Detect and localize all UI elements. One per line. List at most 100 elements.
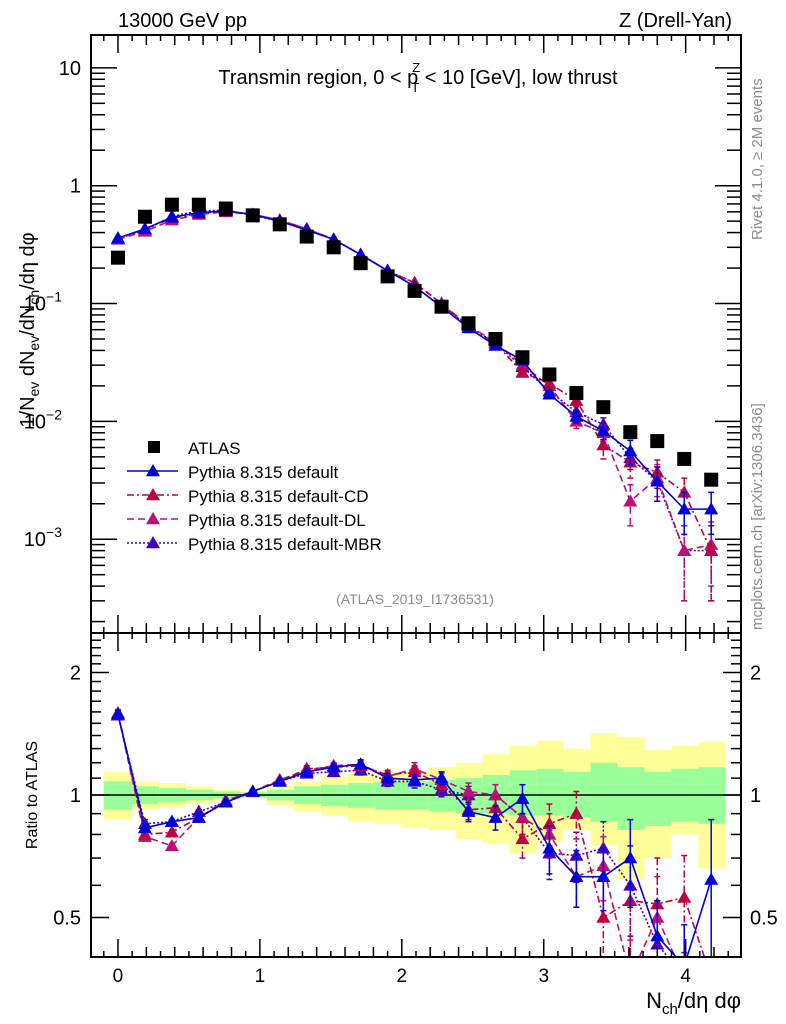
x-tick-label: 2 [397,966,408,987]
svg-text:1/Nev dNev/dNch/dη dφ: 1/Nev dNev/dNch/dη dφ [17,232,42,427]
data-point [596,869,611,882]
rivet-version-label: Rivet 4.1.0, ≥ 2M events [749,78,766,240]
data-point [326,240,341,255]
legend-marker [146,488,160,501]
data-point [488,788,503,801]
data-point [272,774,287,787]
data-point [164,825,179,838]
data-point [515,791,530,804]
data-point [542,376,557,389]
band-inner [644,771,672,826]
data-point [488,332,503,347]
data-point [218,795,233,808]
mcplots-label: mcplots.cern.ch [arXiv:1306.3436] [749,403,766,630]
data-point [596,400,611,415]
data-point [596,423,611,437]
y-tick-label: 10 [59,58,81,80]
legend-entry: Pythia 8.315 default-DL [127,511,366,530]
legend-label: Pythia 8.315 default-CD [188,487,369,506]
analysis-tag: (ATLAS_2019_I1736531) [336,591,494,607]
data-point [164,210,179,223]
data-point [596,841,611,854]
data-point [434,771,449,784]
data-point [326,760,341,773]
legend-marker [146,512,160,525]
axes: 0 1 2 3 4 10 1 10−1 10−2 10−3 2 2 1 1 0.5 0.5 [24,34,778,987]
data-point [650,929,665,942]
data-point [569,869,584,882]
title-post: < 10 [GeV], low thrust [419,67,618,89]
y-tick-label: 10−2 [24,406,62,433]
ratio-panel-series [110,706,719,957]
data-point [299,764,314,778]
data-point [110,707,125,720]
data-point [218,201,233,216]
data-point [245,208,260,223]
data-point [191,205,206,218]
data-point [515,810,530,823]
ratio-y-tick-label-left: 2 [70,662,81,684]
data-point [623,444,638,457]
data-point [137,221,152,235]
series-atlas [110,197,719,487]
data-point [191,810,206,823]
data-point [515,831,530,845]
ratio-y-tick-label-right: 0.5 [750,908,778,930]
ratio-y-tick-label-left: 1 [70,785,81,807]
legend-marker [146,536,160,549]
data-point [407,772,422,786]
data-point [596,910,611,923]
data-point [515,365,530,378]
data-point [677,451,692,466]
data-point [164,814,179,827]
data-point [488,810,503,823]
legend-entry: Pythia 8.315 default-MBR [127,535,382,554]
data-point [137,209,152,224]
y-tick-label: 10−3 [24,524,62,551]
data-point [299,229,314,244]
data-point [353,256,368,271]
x-tick-label: 4 [680,966,691,987]
data-point [191,197,206,212]
x-tick-label: 0 [113,966,124,987]
data-point [677,543,692,556]
band-inner [590,762,618,822]
data-point [542,816,557,829]
ratio-uncertainty-bands [91,733,741,880]
legend-entry: ATLAS [148,439,241,458]
legend-label: Pythia 8.315 default [188,463,339,482]
legend-entry: Pythia 8.315 default-CD [127,487,369,506]
plot-title: Transmin region, 0 < pZ T < 10 [GeV], low… [218,60,618,95]
x-axis-label: Nch/dη dφ [646,988,741,1018]
data-point [677,890,692,903]
data-point [677,485,692,498]
data-point [353,757,368,770]
y-tick-label: 10−1 [24,289,62,316]
y-tick-label: 1 [70,176,81,198]
data-point [569,386,584,401]
ratio-y-axis-label: Ratio to ATLAS [24,741,41,849]
data-point [542,841,557,854]
ratio-y-tick-label-left: 0.5 [53,908,81,930]
data-point [407,283,422,298]
x-tick-label: 3 [538,966,549,987]
data-point [704,543,719,556]
header-energy-label: 13000 GeV pp [118,10,247,32]
title-pre: Transmin region, 0 < p [218,67,418,89]
legend-label: ATLAS [188,439,241,458]
data-point [569,409,584,422]
series-line [117,209,712,552]
x-tick-label: 1 [255,966,266,987]
legend: ATLAS Pythia 8.315 default Pythia 8.315 de… [127,439,382,554]
data-point [650,474,665,487]
series-line [117,211,712,552]
data-point [461,316,476,331]
data-point [704,472,719,487]
data-point [677,502,692,515]
data-point [650,434,665,449]
data-point [623,494,638,507]
data-point [434,299,449,314]
data-point [380,269,395,284]
ratio-y-tick-label-right: 1 [750,785,761,807]
